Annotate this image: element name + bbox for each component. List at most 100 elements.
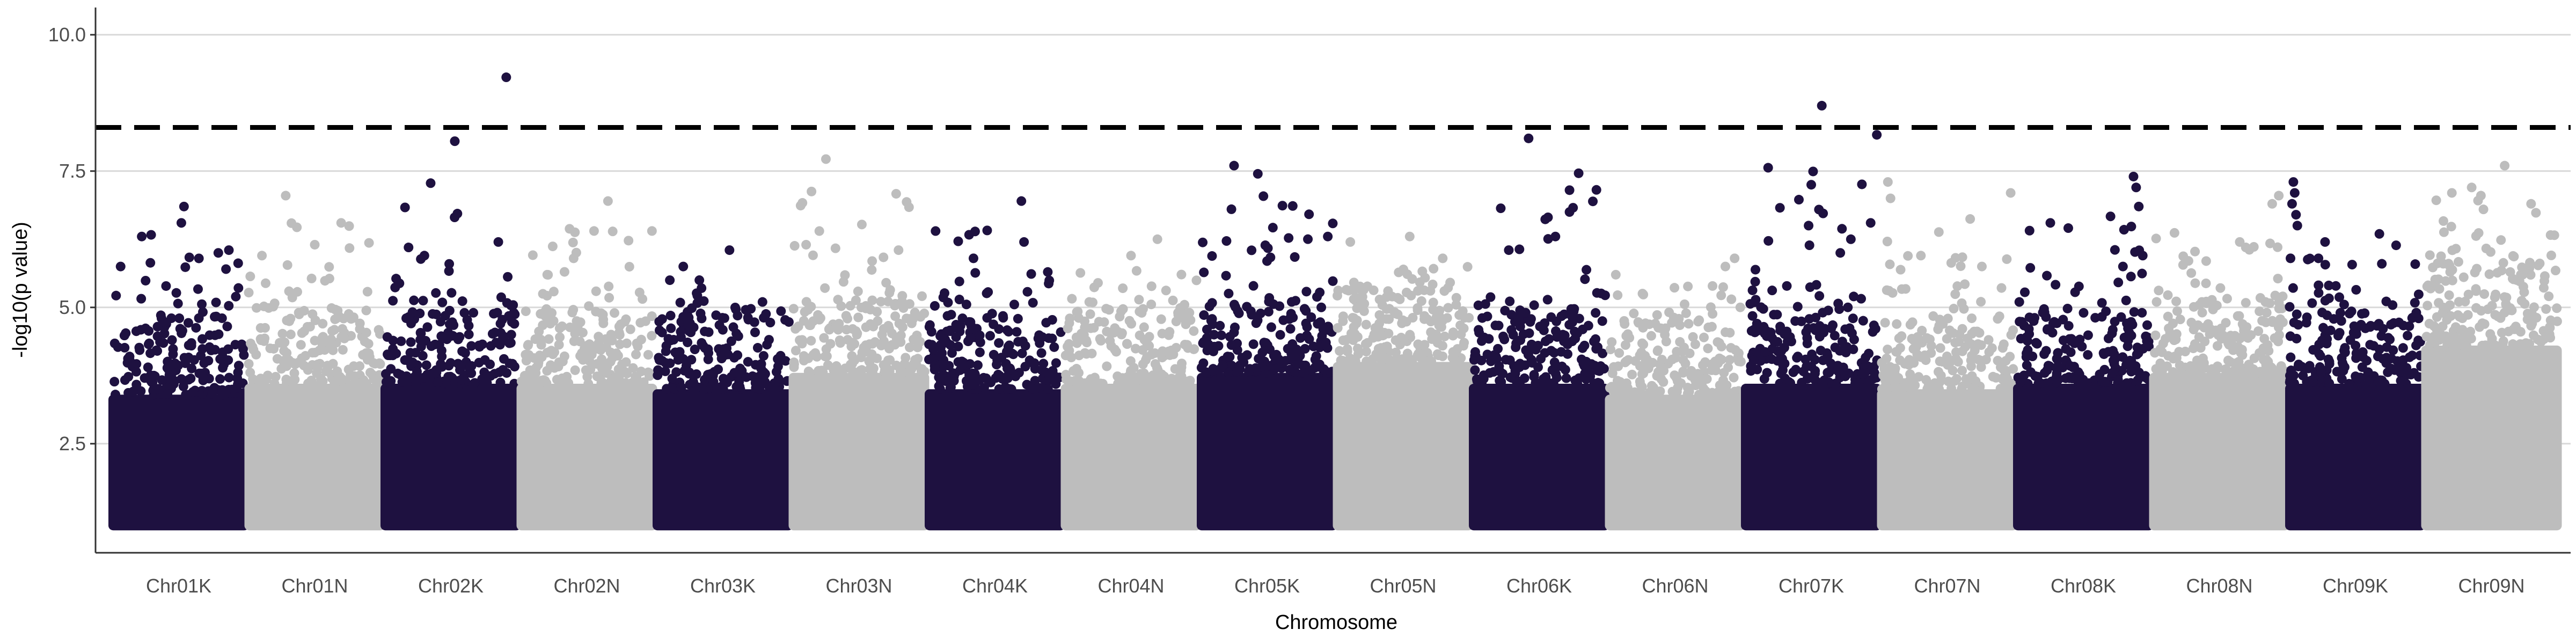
point xyxy=(1830,378,1840,389)
point xyxy=(957,313,968,324)
point xyxy=(2525,258,2535,268)
point xyxy=(1036,348,1046,358)
point xyxy=(1432,308,1443,318)
point xyxy=(191,323,201,333)
point xyxy=(2150,330,2161,340)
point xyxy=(622,368,632,378)
outlier-point xyxy=(724,245,735,255)
point xyxy=(1600,290,1610,301)
x-tick-label: Chr02N xyxy=(553,575,620,597)
point xyxy=(1683,281,1693,291)
point xyxy=(1729,372,1739,383)
point xyxy=(1767,354,1777,364)
point xyxy=(287,292,297,303)
point xyxy=(2394,364,2404,374)
point xyxy=(1494,320,1504,331)
point xyxy=(729,353,740,363)
point xyxy=(1027,384,1037,394)
point xyxy=(703,344,713,354)
point xyxy=(374,358,384,368)
point xyxy=(2522,314,2533,325)
outlier-point xyxy=(2274,191,2284,201)
point xyxy=(1290,252,1300,262)
point xyxy=(1644,362,1654,372)
outlier-point xyxy=(1916,251,1926,261)
point xyxy=(409,295,419,305)
outlier-point xyxy=(2241,243,2251,253)
point xyxy=(1224,288,1234,298)
point xyxy=(1748,355,1759,365)
point xyxy=(330,304,340,314)
point xyxy=(2378,354,2388,364)
point xyxy=(2218,331,2228,341)
point xyxy=(2455,312,2465,322)
point xyxy=(1301,287,1312,297)
point xyxy=(2550,266,2560,276)
point xyxy=(2190,246,2200,257)
point xyxy=(2518,269,2528,280)
point xyxy=(1189,326,1199,336)
point xyxy=(1973,339,1983,349)
point xyxy=(2022,360,2032,370)
point xyxy=(2410,298,2420,308)
outlier-point xyxy=(281,191,291,201)
point xyxy=(1759,374,1769,384)
point xyxy=(1974,328,1985,338)
point xyxy=(2132,376,2142,386)
point xyxy=(1552,372,1562,383)
point xyxy=(2032,371,2043,382)
point xyxy=(1782,281,1792,291)
point xyxy=(2478,204,2489,215)
x-tick-label: Chr08K xyxy=(2051,575,2116,597)
point xyxy=(534,377,544,387)
point xyxy=(186,341,196,351)
x-tick-label: Chr03K xyxy=(690,575,756,597)
point xyxy=(718,351,728,361)
point xyxy=(1701,386,1711,397)
point xyxy=(1529,300,1539,310)
point xyxy=(991,373,1001,383)
point xyxy=(1361,319,1371,330)
point xyxy=(2441,331,2451,341)
point xyxy=(444,259,455,269)
point xyxy=(1785,378,1796,388)
point xyxy=(2378,324,2388,334)
point xyxy=(1352,343,1363,354)
point xyxy=(2051,363,2061,373)
point xyxy=(400,202,410,213)
point xyxy=(1138,359,1148,369)
point xyxy=(1206,316,1216,326)
point xyxy=(431,309,441,319)
point xyxy=(2413,372,2424,382)
point xyxy=(1763,163,1773,173)
point xyxy=(217,313,227,323)
point xyxy=(1165,350,1175,360)
point xyxy=(830,243,840,253)
point xyxy=(602,368,612,378)
point xyxy=(954,295,964,305)
point xyxy=(2351,329,2361,339)
point xyxy=(152,321,163,332)
point xyxy=(813,310,823,320)
point xyxy=(1566,304,1576,314)
point xyxy=(453,358,463,369)
point xyxy=(696,309,706,319)
point xyxy=(1002,325,1012,335)
x-tick-label: Chr06K xyxy=(1506,575,1572,597)
point xyxy=(1066,353,1077,363)
point xyxy=(2221,364,2231,374)
point xyxy=(1667,318,1677,328)
point xyxy=(1525,344,1535,354)
point xyxy=(2490,310,2500,320)
point xyxy=(1470,347,1480,357)
point xyxy=(1505,372,1516,383)
point xyxy=(1285,324,1296,334)
dense-points-Chr03N xyxy=(788,372,930,531)
point xyxy=(1729,387,1739,398)
outlier-point xyxy=(1019,237,1029,247)
point xyxy=(194,253,204,264)
point xyxy=(2444,290,2454,301)
point xyxy=(978,372,989,383)
outlier-point xyxy=(2314,253,2324,264)
point xyxy=(1839,343,1849,354)
